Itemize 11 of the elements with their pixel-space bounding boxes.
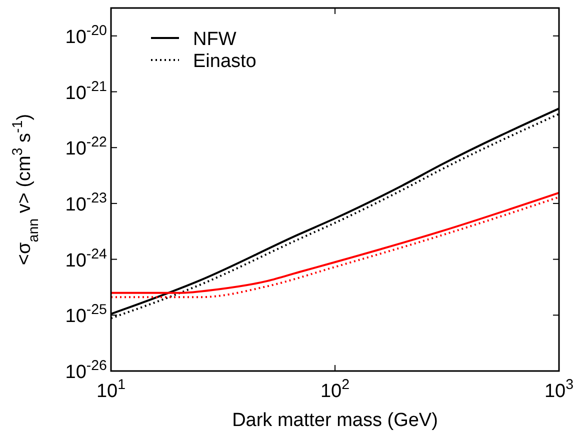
y-tick-label: 10$^{-21}$ <box>65 78 108 104</box>
y-tick-label: 10$^{-20}$ <box>65 22 108 48</box>
y-tick-label: 10$^{-24}$ <box>65 246 108 272</box>
y-tick-label: 10$^{-25}$ <box>65 302 108 328</box>
legend-label: NFW <box>193 29 236 50</box>
y-tick-label: 10$^{-22}$ <box>65 134 108 160</box>
x-tick-label: 10$^{3}$ <box>544 377 574 402</box>
y-tick-label: 10$^{-23}$ <box>65 190 108 216</box>
x-tick-label: 10$^{2}$ <box>320 377 350 402</box>
legend-label: Einasto <box>193 51 256 72</box>
x-axis-title: Dark matter mass (GeV) <box>232 410 438 431</box>
